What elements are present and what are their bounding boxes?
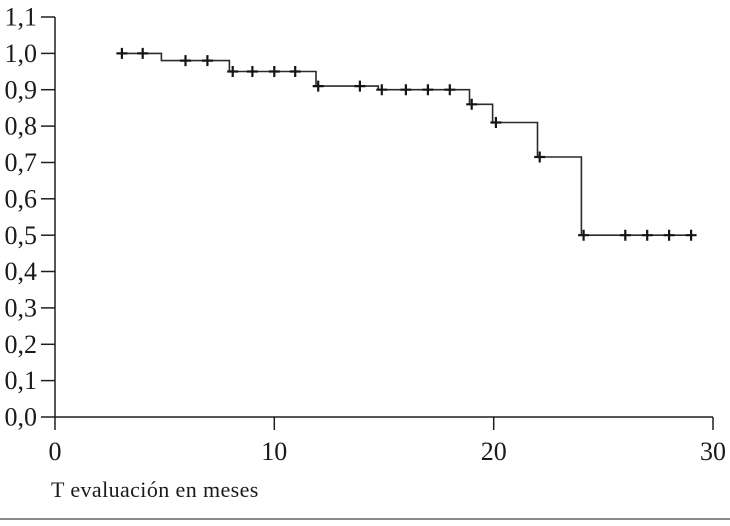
y-tick-label: 0,0 (5, 403, 38, 432)
y-tick-label: 0,8 (5, 112, 38, 141)
plot-axes (54, 17, 713, 418)
censor-mark (137, 47, 149, 59)
x-axis-title: T evaluación en meses (51, 477, 259, 502)
censor-mark (444, 84, 456, 96)
y-tick-label: 0,7 (5, 148, 38, 177)
bottom-divider-line (0, 518, 730, 520)
censor-mark (312, 80, 324, 92)
censor-mark (400, 84, 412, 96)
x-tick-label: 30 (700, 437, 726, 466)
y-tick-label: 1,1 (5, 3, 38, 32)
y-tick-label: 0,4 (5, 257, 38, 286)
censor-mark (490, 117, 502, 128)
censor-mark (663, 229, 675, 241)
censor-mark (354, 80, 366, 92)
censor-mark (268, 66, 280, 77)
y-tick-label: 0,2 (5, 330, 38, 359)
censor-mark (180, 55, 191, 67)
censor-mark (116, 47, 128, 59)
censor-mark (466, 98, 478, 110)
censor-mark (376, 84, 388, 96)
censor-mark (227, 66, 239, 77)
y-tick-label: 0,5 (5, 221, 38, 250)
y-tick-label: 1,0 (5, 39, 38, 68)
y-tick-label: 0,3 (5, 293, 38, 322)
y-tick-label: 0,1 (5, 366, 38, 395)
censor-mark (201, 55, 213, 67)
censor-mark (422, 84, 434, 96)
y-tick-label: 0,9 (5, 75, 38, 104)
censor-mark (641, 229, 653, 241)
censor-mark (534, 151, 546, 163)
survival-step-curve (118, 52, 696, 236)
x-tick-label: 20 (481, 437, 507, 466)
censor-mark (289, 66, 301, 77)
censor-mark (619, 229, 631, 241)
censor-mark (578, 229, 590, 241)
censor-mark (685, 229, 697, 241)
x-tick-label: 10 (261, 437, 287, 466)
y-tick-label: 0,6 (5, 184, 38, 213)
censor-mark (246, 66, 258, 77)
x-tick-label: 0 (49, 437, 62, 466)
